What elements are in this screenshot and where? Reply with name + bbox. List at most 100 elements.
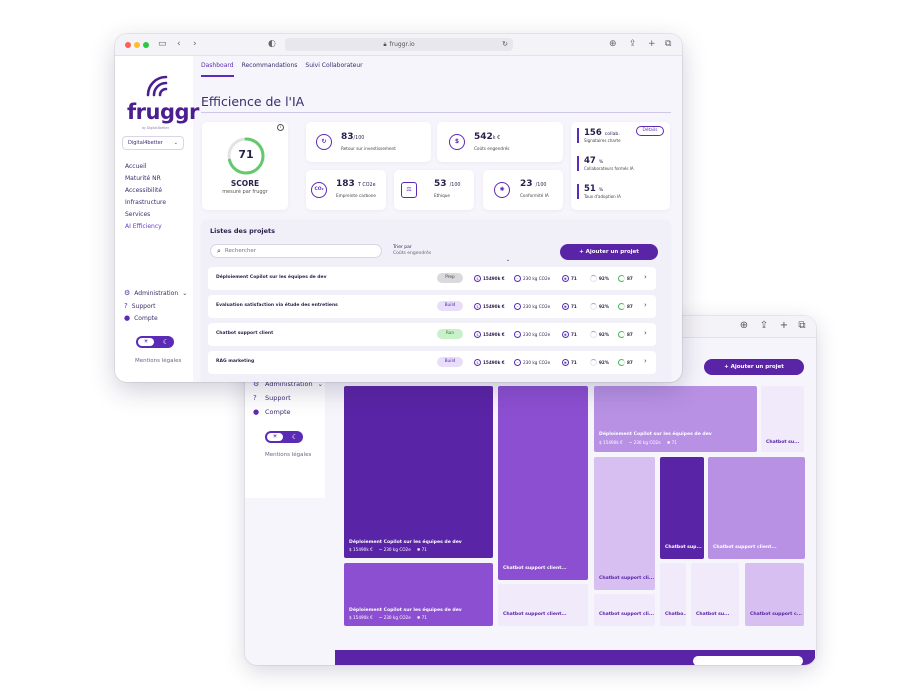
sidebar-item-accueil[interactable]: Accueil: [125, 163, 147, 170]
green-value: 87: [627, 276, 633, 281]
tabs-overview-icon[interactable]: ⧉: [798, 320, 806, 331]
treemap-tile[interactable]: Déploiement Copilot sur les équipes de d…: [344, 386, 493, 558]
stat-label: Collaborateurs formés IA: [584, 166, 634, 171]
pct-value: 92%: [599, 360, 610, 365]
euro-icon: $: [349, 547, 353, 552]
stat-unit: %: [598, 188, 604, 193]
search-placeholder: Rechercher: [224, 248, 257, 254]
minimize-window-icon[interactable]: [134, 42, 140, 48]
sidebar-item-account[interactable]: ● Compte: [253, 408, 291, 416]
sidebar-item-infrastructure[interactable]: Infrastructure: [125, 199, 167, 206]
download-icon[interactable]: ⊕: [739, 320, 749, 331]
org-select-value: Digital4better: [128, 140, 163, 146]
sidebar-item-support[interactable]: ? Support: [124, 302, 155, 310]
tab-recommandations[interactable]: Recommandations: [241, 62, 298, 69]
carbon-value: 230 kg CO2e: [523, 360, 551, 365]
score-card: i 71 SCORE mesuré par fruggr: [202, 122, 288, 210]
sidebar-item-maturite[interactable]: Maturité NR: [125, 175, 161, 182]
chevron-right-icon[interactable]: ›: [644, 273, 647, 281]
co2-icon: ~: [628, 440, 634, 445]
chevron-right-icon[interactable]: ›: [644, 357, 647, 365]
back-arrow-icon[interactable]: ‹: [177, 39, 181, 49]
org-select[interactable]: Digital4better ⌄: [122, 136, 184, 150]
pct-value: 92%: [599, 276, 610, 281]
tile-score: ✺ 71: [667, 440, 677, 445]
new-tab-icon[interactable]: +: [779, 320, 789, 331]
sort-select[interactable]: Trier par Coûts engendrés ⌄: [393, 245, 510, 263]
reload-icon[interactable]: ↻: [502, 40, 508, 48]
treemap-tile[interactable]: Chatbo...: [660, 563, 686, 626]
carbon-metric: ~230 kg CO2e: [514, 359, 550, 366]
chevron-right-icon[interactable]: ›: [644, 329, 647, 337]
sidebar-item-services[interactable]: Services: [125, 211, 151, 218]
tile-name: Chatbot support cli...: [599, 576, 655, 581]
treemap-tile[interactable]: Chatbot support client...: [498, 386, 588, 580]
project-row[interactable]: Déploiement Copilot sur les équipes de d…: [208, 267, 656, 290]
project-row[interactable]: Evaluation satisfaction via étude des en…: [208, 295, 656, 318]
sidebar-item-support[interactable]: ? Support: [253, 394, 291, 402]
theme-toggle[interactable]: ☀ ☾: [265, 431, 303, 443]
tile-score-value: 71: [421, 547, 427, 552]
project-row[interactable]: Chatbot support client Run $15490k € ~230 k…: [208, 323, 656, 346]
score-value: 71: [571, 360, 577, 365]
cost-value: 15490k €: [483, 276, 505, 281]
green-value: 87: [627, 304, 633, 309]
info-icon[interactable]: i: [277, 124, 284, 131]
tile-score-value: 71: [671, 440, 677, 445]
treemap-tile[interactable]: Chatbot support client...: [708, 457, 805, 559]
treemap-tile[interactable]: Chatbot support c...: [745, 563, 804, 626]
treemap-tile[interactable]: Chatbot support cli...: [594, 457, 655, 590]
download-icon[interactable]: ⊕: [609, 39, 617, 49]
legal-link[interactable]: Mentions légales: [265, 452, 312, 458]
treemap-tile[interactable]: Déploiement Copilot sur les équipes de d…: [344, 563, 493, 626]
chevron-down-icon: ⌄: [506, 257, 511, 263]
chevron-right-icon[interactable]: ›: [644, 301, 647, 309]
status-badge: Prep: [437, 273, 463, 283]
treemap-tile[interactable]: Chatbot su...: [691, 563, 739, 626]
tile-carbon: ~ 230 kg CO2e: [629, 440, 661, 445]
sidebar-item-label: Support: [131, 302, 156, 310]
status-badge: Run: [437, 329, 463, 339]
add-project-button[interactable]: + Ajouter un projet: [704, 359, 804, 375]
theme-toggle[interactable]: ☀ ☾: [136, 336, 174, 348]
kpi-unit: T CO2e: [357, 183, 376, 188]
tab-dashboard[interactable]: Dashboard: [201, 62, 234, 77]
treemap-tile[interactable]: Chatbot support cli...: [594, 594, 655, 626]
forward-arrow-icon[interactable]: ›: [193, 39, 197, 49]
sidebar-toggle-icon[interactable]: ▭: [158, 39, 167, 49]
sidebar-item-administration[interactable]: ⚙ Administration ⌄: [124, 289, 187, 297]
sidebar-item-account[interactable]: ● Compte: [124, 314, 158, 322]
details-button[interactable]: Détails: [636, 126, 664, 136]
new-tab-icon[interactable]: +: [648, 39, 656, 49]
help-icon: ?: [253, 393, 257, 402]
cost-metric: $15490k €: [474, 303, 505, 310]
euro-icon: $: [599, 440, 603, 445]
treemap-tile[interactable]: Déploiement Copilot sur les équipes de d…: [594, 386, 757, 452]
project-row[interactable]: RAG marketing Build $15490k € ~230 kg CO2e ✺…: [208, 351, 656, 374]
treemap-tile[interactable]: Chatbot sup...: [660, 457, 704, 559]
chevron-down-icon: ⌄: [182, 289, 188, 297]
sidebar-item-administration[interactable]: ⚙ Administration ⌄: [253, 380, 323, 388]
stat-value: 156: [584, 128, 602, 138]
conformity-icon: ✺: [562, 359, 569, 366]
sidebar-item-label: Administration: [134, 289, 179, 297]
tab-suivi-collaborateur[interactable]: Suivi Collaborateur: [305, 62, 363, 69]
share-icon[interactable]: ⇪: [759, 320, 769, 331]
close-window-icon[interactable]: [125, 42, 131, 48]
sidebar-item-ai-efficiency[interactable]: AI Efficiency: [125, 223, 162, 230]
legal-link[interactable]: Mentions légales: [135, 358, 182, 364]
search-input[interactable]: ⌕ Rechercher: [210, 244, 382, 258]
sidebar-item-accessibilite[interactable]: Accessibilité: [125, 187, 163, 194]
add-project-button[interactable]: + Ajouter un projet: [560, 244, 658, 260]
treemap-tile[interactable]: Chatbot su...: [761, 386, 804, 452]
tile-name: Déploiement Copilot sur les équipes de d…: [349, 540, 462, 545]
maximize-window-icon[interactable]: [143, 42, 149, 48]
tabs-overview-icon[interactable]: ⧉: [665, 39, 672, 49]
share-icon[interactable]: ⇪: [629, 39, 637, 49]
tile-name: Chatbot support client...: [503, 612, 567, 617]
treemap-tile[interactable]: Chatbot support client...: [498, 584, 588, 626]
address-bar[interactable]: 🔒︎ fruggr.io ↻: [285, 38, 513, 51]
conformity-icon: ✺: [666, 440, 672, 445]
status-badge: Build: [437, 357, 463, 367]
kpi-value: 83/100: [341, 132, 364, 142]
